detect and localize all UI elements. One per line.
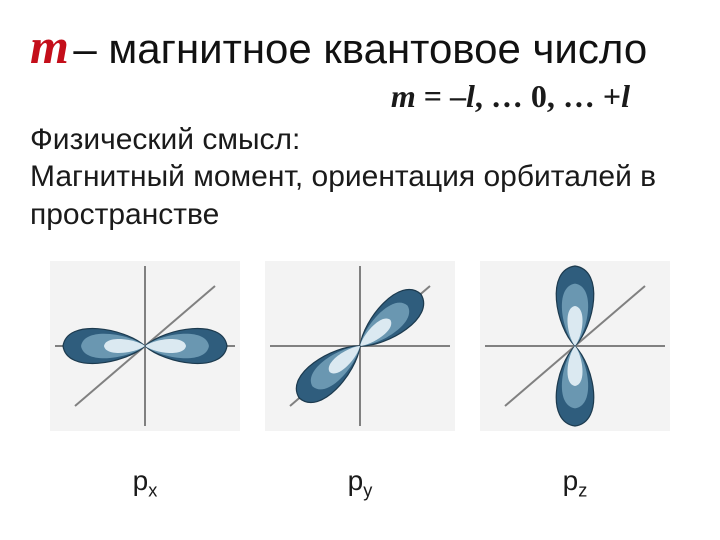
formula-l2: l (621, 78, 630, 114)
formula-mid: , … 0, … + (475, 78, 621, 114)
orbital-py-label: py (348, 465, 373, 502)
orbital-px-label-main: p (133, 465, 149, 496)
title-text: – магнитное квантовое число (73, 25, 647, 72)
orbital-py-figure (265, 261, 455, 431)
orbitals-row: pxpypz (30, 261, 690, 502)
formula-l1: l (466, 78, 475, 114)
orbital-px: px (50, 261, 240, 502)
orbital-px-label-sub: x (148, 481, 157, 501)
title-symbol: m (30, 18, 69, 74)
orbital-pz-label-sub: z (578, 481, 587, 501)
formula-range: m = –l, … 0, … +l (30, 78, 690, 115)
formula-eq: = (416, 78, 450, 114)
description-line2: Магнитный момент, ориентация орбиталей в… (30, 158, 690, 233)
orbital-pz-label-main: p (563, 465, 579, 496)
orbital-pz-label: pz (563, 465, 588, 502)
slide: m – магнитное квантовое число m = –l, … … (0, 0, 720, 540)
title-rest: магнитное квантовое число (108, 25, 647, 72)
orbital-py-label-main: p (348, 465, 364, 496)
description: Физический смысл: Магнитный момент, орие… (30, 121, 690, 234)
orbital-px-figure (50, 261, 240, 431)
orbital-py-label-sub: y (363, 481, 372, 501)
title-dash: – (73, 25, 96, 72)
formula-m: m (391, 78, 416, 114)
orbital-px-label: px (133, 465, 158, 502)
orbital-pz-figure (480, 261, 670, 431)
page-title: m – магнитное квантовое число (30, 18, 690, 76)
orbital-py: py (265, 261, 455, 502)
formula-neg: – (450, 78, 466, 114)
description-line1: Физический смысл: (30, 121, 690, 159)
orbital-pz: pz (480, 261, 670, 502)
